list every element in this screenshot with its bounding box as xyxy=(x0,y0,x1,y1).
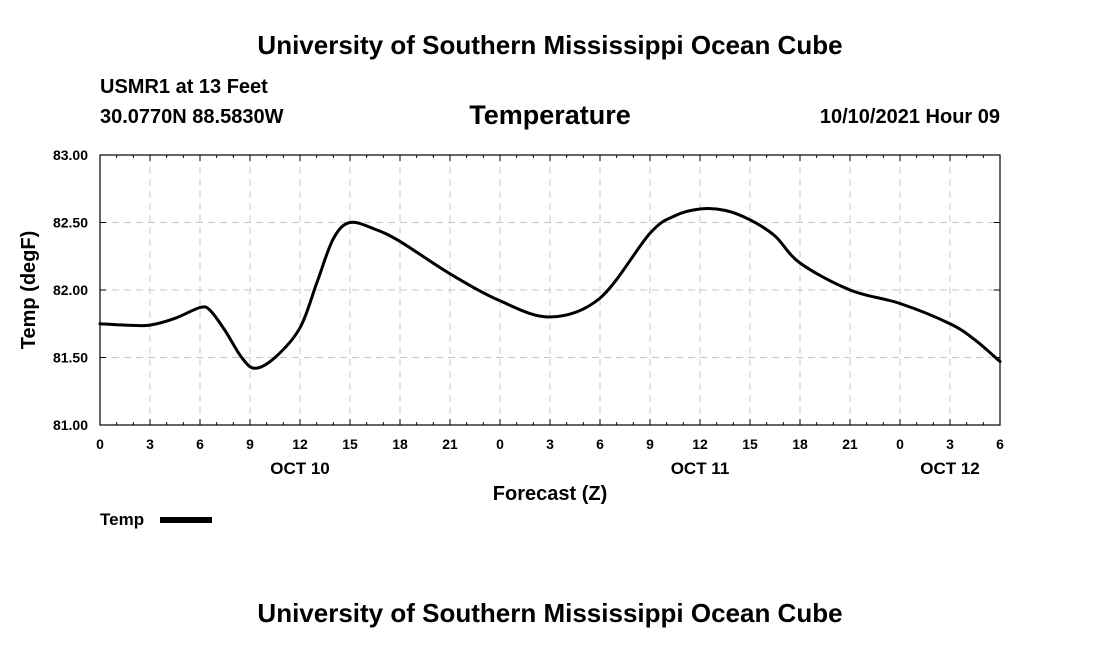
y-tick-label: 82.50 xyxy=(53,215,88,231)
y-axis-label: Temp (degF) xyxy=(18,231,40,350)
x-tick-label: 0 xyxy=(496,436,504,452)
legend-label: Temp xyxy=(100,510,144,529)
forecast-datetime: 10/10/2021 Hour 09 xyxy=(819,106,1000,128)
y-tick-label: 81.50 xyxy=(53,350,88,366)
x-tick-label: 3 xyxy=(546,436,554,452)
x-tick-label: 18 xyxy=(792,436,808,452)
x-axis-label: Forecast (Z) xyxy=(493,483,607,505)
x-tick-label: 3 xyxy=(146,436,154,452)
station-label: USMR1 at 13 Feet xyxy=(100,76,268,98)
x-tick-label: 9 xyxy=(646,436,654,452)
ticks: 81.00 81.50 82.00 82.50 83.00 0 3 6 9 12 15 18 21 0 3 6… xyxy=(53,147,1004,478)
date-label: OCT 11 xyxy=(671,459,730,478)
footer-title: University of Southern Mississippi Ocean… xyxy=(257,598,843,628)
x-tick-label: 6 xyxy=(596,436,604,452)
x-tick-label: 15 xyxy=(742,436,758,452)
temp-series-line xyxy=(98,207,1002,370)
date-label: OCT 10 xyxy=(270,459,330,478)
x-tick-label: 12 xyxy=(292,436,308,452)
x-tick-label: 9 xyxy=(246,436,254,452)
x-tick-label: 12 xyxy=(692,436,708,452)
chart-main-title: University of Southern Mississippi Ocean… xyxy=(257,30,843,60)
variable-title: Temperature xyxy=(469,100,631,130)
x-tick-label: 6 xyxy=(996,436,1004,452)
x-tick-label: 0 xyxy=(96,436,104,452)
date-label: OCT 12 xyxy=(920,459,980,478)
grid-lines xyxy=(100,155,1000,425)
x-tick-label: 0 xyxy=(896,436,904,452)
x-tick-label: 3 xyxy=(946,436,954,452)
y-tick-label: 82.00 xyxy=(53,282,88,298)
x-tick-label: 15 xyxy=(342,436,358,452)
x-tick-label: 21 xyxy=(442,436,458,452)
x-tick-label: 18 xyxy=(392,436,408,452)
x-tick-label: 21 xyxy=(842,436,858,452)
y-tick-label: 83.00 xyxy=(53,147,88,163)
y-tick-label: 81.00 xyxy=(53,417,88,433)
series-layer xyxy=(98,207,1002,370)
station-coordinates: 30.0770N 88.5830W xyxy=(100,106,284,128)
x-tick-label: 6 xyxy=(196,436,204,452)
